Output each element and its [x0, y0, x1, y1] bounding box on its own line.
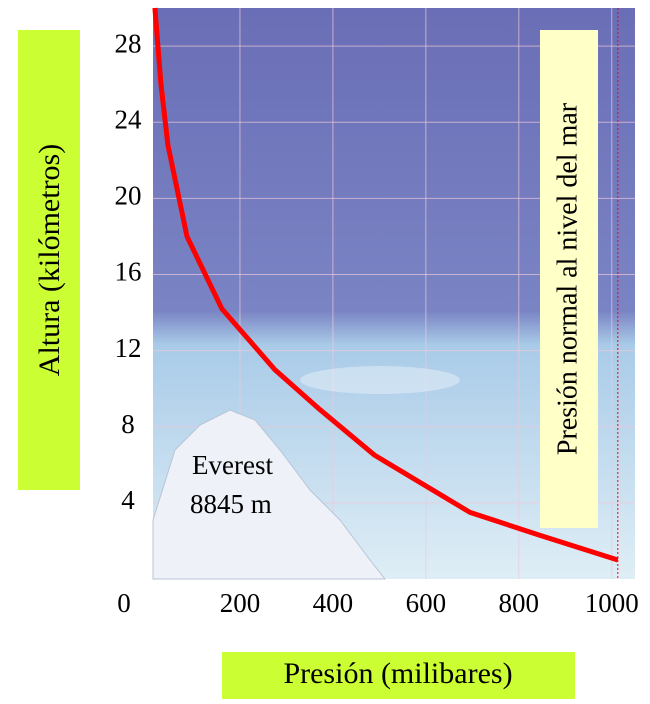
cloud	[300, 366, 460, 394]
x-tick-label: 400	[313, 588, 354, 618]
x-tick-label: 0	[117, 588, 131, 618]
x-tick-label: 200	[220, 588, 261, 618]
x-tick-label: 1000	[585, 588, 639, 618]
annotation: 8845 m	[190, 489, 272, 519]
y-tick-label: 24	[115, 104, 143, 134]
y-tick-label: 4	[121, 485, 135, 515]
y-tick-label: 16	[115, 257, 142, 287]
y-tick-label: 28	[115, 28, 142, 58]
annotation: Everest	[192, 450, 273, 480]
x-tick-label: 600	[406, 588, 447, 618]
y-axis-label: Altura (kilómetros)	[33, 144, 66, 376]
annotation: Presión normal al nivel del mar	[552, 102, 583, 455]
x-tick-label: 800	[499, 588, 540, 618]
chart: Altura (kilómetros) Presión (milibares) …	[0, 0, 650, 699]
x-axis-label: Presión (milibares)	[283, 657, 512, 690]
y-tick-label: 20	[115, 181, 142, 211]
y-tick-label: 12	[115, 333, 142, 363]
y-tick-label: 8	[121, 409, 135, 439]
